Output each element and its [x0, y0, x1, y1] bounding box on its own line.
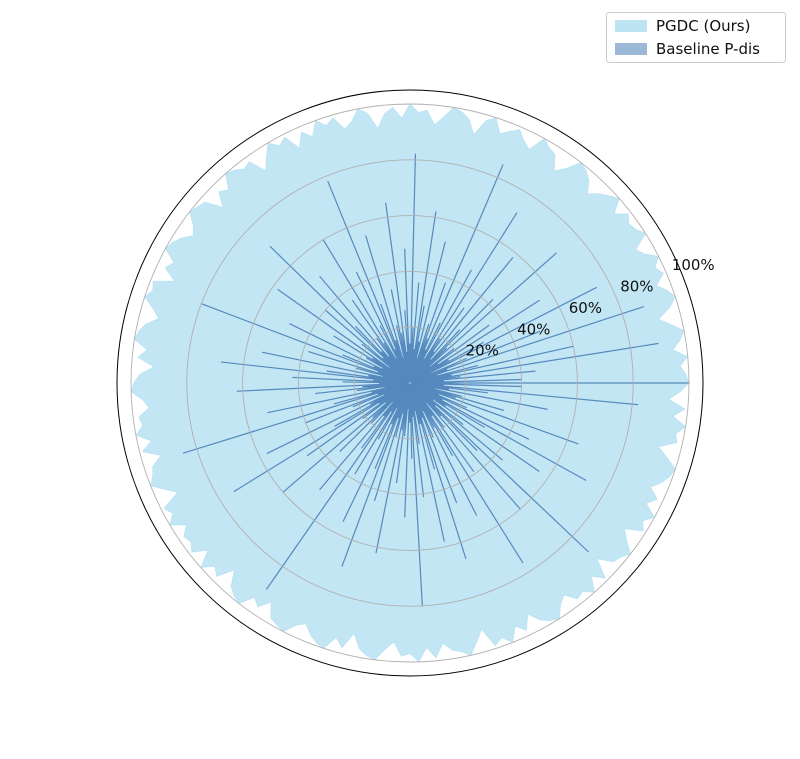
r-tick-label-40: 40%: [517, 320, 550, 338]
grid-ring-20: [353, 326, 467, 440]
radial-grid: [130, 103, 690, 663]
r-tick-label-80: 80%: [620, 278, 653, 296]
legend-item-baseline: Baseline P-dis: [615, 40, 760, 58]
r-tick-label-20: 20%: [466, 342, 499, 360]
r-tick-labels: 20% 40% 60% 80% 100%: [466, 256, 715, 359]
legend-label-pgdc: PGDC (Ours): [656, 17, 751, 35]
legend: PGDC (Ours) Baseline P-dis: [606, 12, 786, 63]
grid-ring-80: [186, 159, 634, 607]
legend-swatch-baseline: [615, 43, 647, 55]
legend-label-baseline: Baseline P-dis: [656, 40, 760, 58]
grid-ring-40: [297, 270, 523, 496]
legend-swatch-pgdc: [615, 20, 647, 32]
grid-ring-100: [130, 103, 690, 663]
r-tick-label-100: 100%: [672, 256, 715, 274]
outer-axis-circle: [116, 89, 704, 677]
series-fills: [130, 103, 690, 663]
legend-item-pgdc: PGDC (Ours): [615, 17, 751, 35]
series-area-baseline: [182, 153, 690, 607]
r-tick-label-60: 60%: [569, 299, 602, 317]
grid-ring-60: [242, 215, 578, 551]
